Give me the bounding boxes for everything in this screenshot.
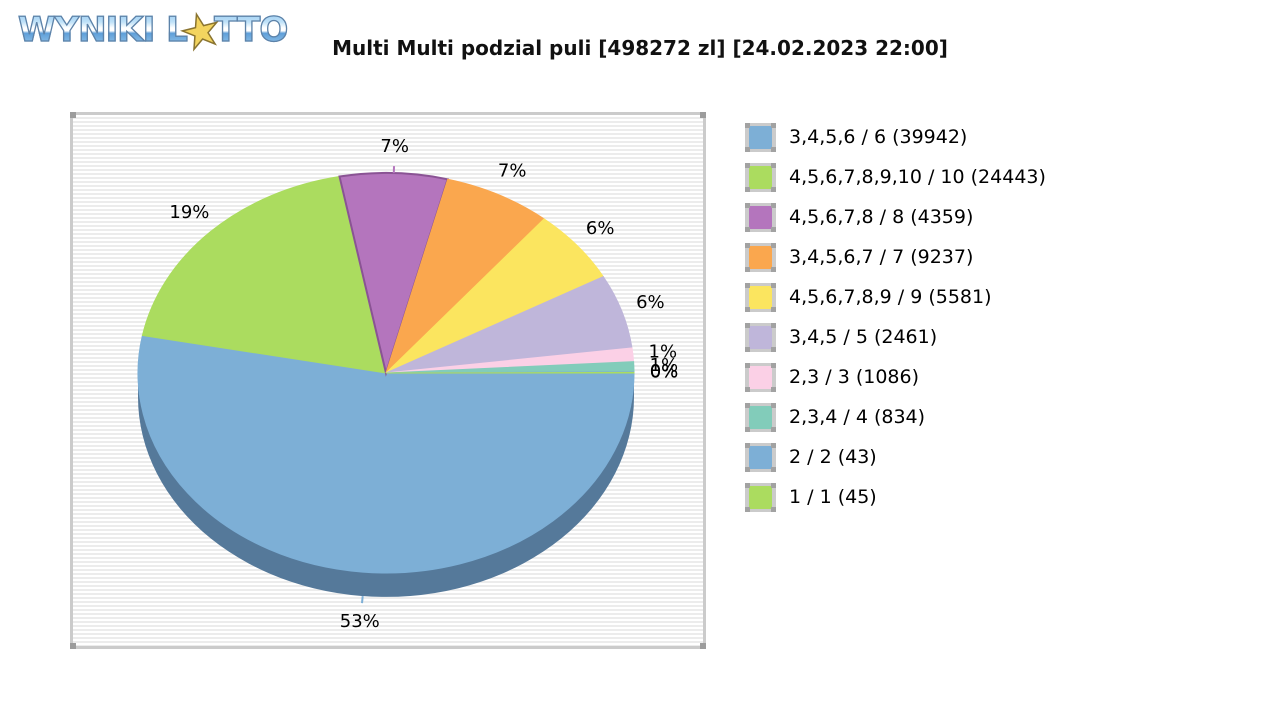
resize-handle-bottom-right	[700, 643, 706, 649]
legend-swatch	[745, 322, 776, 352]
percent-label: 19%	[169, 202, 209, 223]
pie-chart-svg: 53%19%7%7%6%6%1%1%0%0%	[137, 136, 679, 632]
percent-label: 7%	[380, 136, 409, 157]
legend-item: 4,5,6,7,8,9 / 9 (5581)	[745, 282, 1046, 312]
legend-item: 3,4,5 / 5 (2461)	[745, 322, 1046, 352]
legend-item: 1 / 1 (45)	[745, 482, 1046, 512]
legend-swatch	[745, 122, 776, 152]
legend-item: 4,5,6,7,8 / 8 (4359)	[745, 202, 1046, 232]
legend-swatch	[745, 482, 776, 512]
wyniki-lotto-logo[interactable]: WYNIKI L ★ TTO	[17, 0, 289, 63]
legend-label: 3,4,5,6 / 6 (39942)	[789, 126, 968, 148]
legend-label: 2 / 2 (43)	[789, 446, 877, 468]
legend-label: 4,5,6,7,8 / 8 (4359)	[789, 206, 974, 228]
percent-label: 0%	[650, 362, 679, 383]
legend-label: 3,4,5,6,7 / 7 (9237)	[789, 246, 974, 268]
chart-title: Multi Multi podzial puli [498272 zl] [24…	[332, 36, 948, 60]
pie-slice	[137, 334, 635, 574]
percent-label: 1%	[649, 341, 678, 362]
percent-label: 53%	[340, 611, 380, 632]
legend-label: 1 / 1 (45)	[789, 486, 877, 508]
legend-label: 3,4,5 / 5 (2461)	[789, 326, 938, 348]
logo-word-l: L	[166, 9, 189, 50]
logo-word-wyniki: WYNIKI	[17, 9, 156, 50]
legend-label: 2,3,4 / 4 (834)	[789, 406, 926, 428]
pie-label-tick	[361, 596, 364, 604]
resize-handle-bottom-left	[70, 643, 76, 649]
legend-swatch	[745, 362, 776, 392]
legend-swatch	[745, 162, 776, 192]
legend-swatch	[745, 202, 776, 232]
legend-label: 2,3 / 3 (1086)	[789, 366, 920, 388]
legend-swatch	[745, 402, 776, 432]
legend-item: 2 / 2 (43)	[745, 442, 1046, 472]
pie-slice	[385, 178, 545, 374]
pie-slice	[385, 371, 635, 374]
legend-item: 3,4,5,6,7 / 7 (9237)	[745, 242, 1046, 272]
legend-label: 4,5,6,7,8,9,10 / 10 (24443)	[789, 166, 1046, 188]
legend: 3,4,5,6 / 6 (39942) 4,5,6,7,8,9,10 / 10 (…	[745, 122, 1046, 522]
logo-word-tto: TTO	[214, 9, 289, 50]
legend-item: 4,5,6,7,8,9,10 / 10 (24443)	[745, 162, 1046, 192]
percent-label: 7%	[498, 161, 527, 182]
legend-item: 2,3,4 / 4 (834)	[745, 402, 1046, 432]
pie-slice	[141, 175, 387, 374]
percent-label: 6%	[636, 292, 665, 313]
chart-panel: 53% 19% 7% 7% 6% 6% 1% 1% 0% 0%	[70, 112, 706, 649]
percent-label: 1%	[650, 355, 679, 376]
legend-item: 3,4,5,6 / 6 (39942)	[745, 122, 1046, 152]
pie-slice	[338, 171, 449, 377]
percent-label: 6%	[586, 218, 615, 239]
resize-handle-top-left	[70, 112, 76, 118]
legend-label: 4,5,6,7,8,9 / 9 (5581)	[789, 286, 992, 308]
legend-swatch	[745, 282, 776, 312]
percent-label: 0%	[650, 361, 679, 382]
legend-swatch	[745, 242, 776, 272]
legend-swatch	[745, 442, 776, 472]
resize-handle-top-right	[700, 112, 706, 118]
legend-item: 2,3 / 3 (1086)	[745, 362, 1046, 392]
